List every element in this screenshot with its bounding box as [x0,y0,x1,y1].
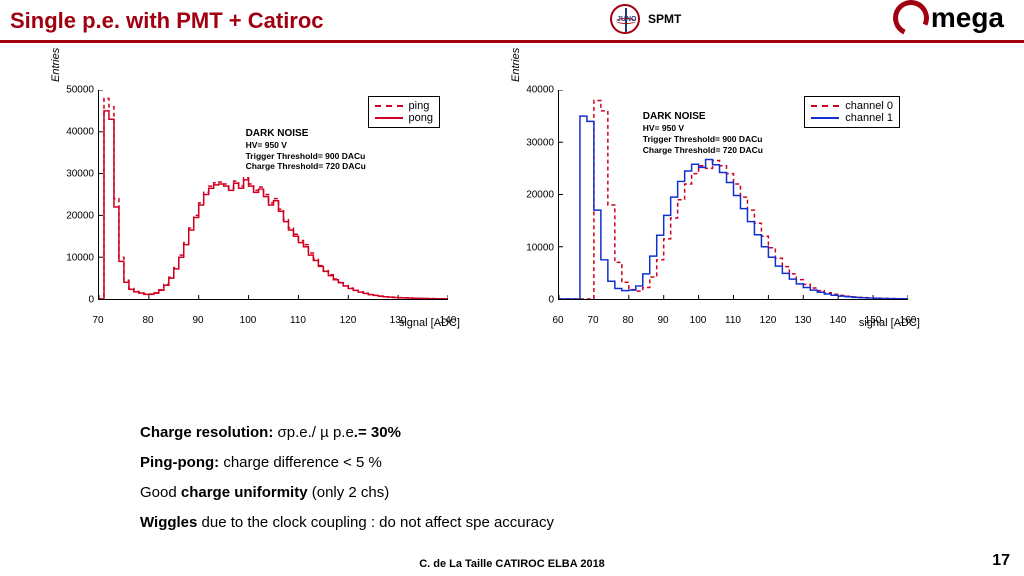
bullet-1-bold: Charge resolution: [140,424,278,441]
footer-credit: C. de La Taille CATIROC ELBA 2018 [0,558,1024,570]
slide-header: Single p.e. with PMT + Catiroc JUNO SPMT… [0,0,1024,44]
juno-icon: JUNO [610,4,640,34]
bullet-4-rest: due to the clock coupling : do not affec… [202,514,554,531]
chart-left-xlabel: signal [ADC] [399,317,460,329]
omega-icon [888,0,934,41]
juno-logo: JUNO SPMT [610,4,681,34]
chart-left-ylabel: Entries [50,48,62,82]
chart-left: Entries 01000020000300004000050000 pingp… [60,82,460,327]
juno-text: JUNO [617,16,636,23]
bullet-3: Good charge uniformity (only 2 chs) [140,478,554,508]
bullet-1-mid: σp.e./ µ p.e [278,424,354,441]
bullet-2-rest: charge difference < 5 % [223,454,382,471]
chart-right-annotation: DARK NOISEHV= 950 VTrigger Threshold= 90… [643,111,763,155]
chart-right-plot: channel 0channel 1 DARK NOISEHV= 950 VTr… [558,90,908,300]
bullet-3-c: (only 2 chs) [308,484,390,501]
bullet-4-bold: Wiggles [140,514,202,531]
omega-text: mega [931,2,1004,34]
chart-right-ylabel: Entries [510,48,522,82]
bullet-list: Charge resolution: σp.e./ µ p.e.= 30% Pi… [140,418,554,538]
chart-right-xlabel: signal [ADC] [859,317,920,329]
omega-logo: mega [893,0,1004,36]
bullet-3-a: Good [140,484,181,501]
bullet-4: Wiggles due to the clock coupling : do n… [140,508,554,538]
charts-row: Entries 01000020000300004000050000 pingp… [60,82,980,332]
chart-left-annotation: DARK NOISEHV= 950 VTrigger Threshold= 90… [246,128,366,172]
spmt-label: SPMT [648,12,681,26]
bullet-3-bold: charge uniformity [181,484,308,501]
slide-title: Single p.e. with PMT + Catiroc [10,8,324,34]
chart-right: Entries 010000200003000040000 channel 0c… [520,82,920,327]
bullet-1: Charge resolution: σp.e./ µ p.e.= 30% [140,418,554,448]
bullet-1-end: .= 30% [354,424,401,441]
chart-left-legend: pingpong [368,96,440,128]
chart-left-plot: pingpong DARK NOISEHV= 950 VTrigger Thre… [98,90,448,300]
chart-right-yticks: 010000200003000040000 [520,90,558,300]
bullet-2: Ping-pong: charge difference < 5 % [140,448,554,478]
chart-right-legend: channel 0channel 1 [804,96,900,128]
chart-left-yticks: 01000020000300004000050000 [60,90,98,300]
bullet-2-bold: Ping-pong: [140,454,223,471]
page-number: 17 [992,552,1010,570]
title-underline [0,40,1024,43]
